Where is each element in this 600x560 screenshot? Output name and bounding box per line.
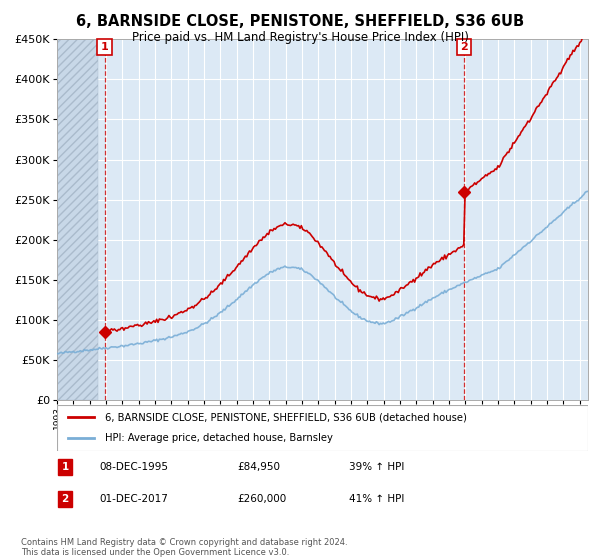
Text: 1: 1 xyxy=(101,42,109,52)
Text: 2: 2 xyxy=(460,42,468,52)
Text: 1: 1 xyxy=(61,462,68,472)
Bar xyxy=(57,39,98,400)
Text: 6, BARNSIDE CLOSE, PENISTONE, SHEFFIELD, S36 6UB (detached house): 6, BARNSIDE CLOSE, PENISTONE, SHEFFIELD,… xyxy=(105,412,467,422)
Text: 08-DEC-1995: 08-DEC-1995 xyxy=(100,462,169,472)
Text: 6, BARNSIDE CLOSE, PENISTONE, SHEFFIELD, S36 6UB: 6, BARNSIDE CLOSE, PENISTONE, SHEFFIELD,… xyxy=(76,14,524,29)
Text: 39% ↑ HPI: 39% ↑ HPI xyxy=(349,462,404,472)
Text: HPI: Average price, detached house, Barnsley: HPI: Average price, detached house, Barn… xyxy=(105,433,332,444)
FancyBboxPatch shape xyxy=(57,405,588,451)
Text: Price paid vs. HM Land Registry's House Price Index (HPI): Price paid vs. HM Land Registry's House … xyxy=(131,31,469,44)
Text: Contains HM Land Registry data © Crown copyright and database right 2024.
This d: Contains HM Land Registry data © Crown c… xyxy=(21,538,347,557)
Text: £84,950: £84,950 xyxy=(238,462,281,472)
Text: 01-DEC-2017: 01-DEC-2017 xyxy=(100,494,169,505)
Text: 41% ↑ HPI: 41% ↑ HPI xyxy=(349,494,404,505)
Text: £260,000: £260,000 xyxy=(238,494,287,505)
Text: 2: 2 xyxy=(61,494,68,505)
